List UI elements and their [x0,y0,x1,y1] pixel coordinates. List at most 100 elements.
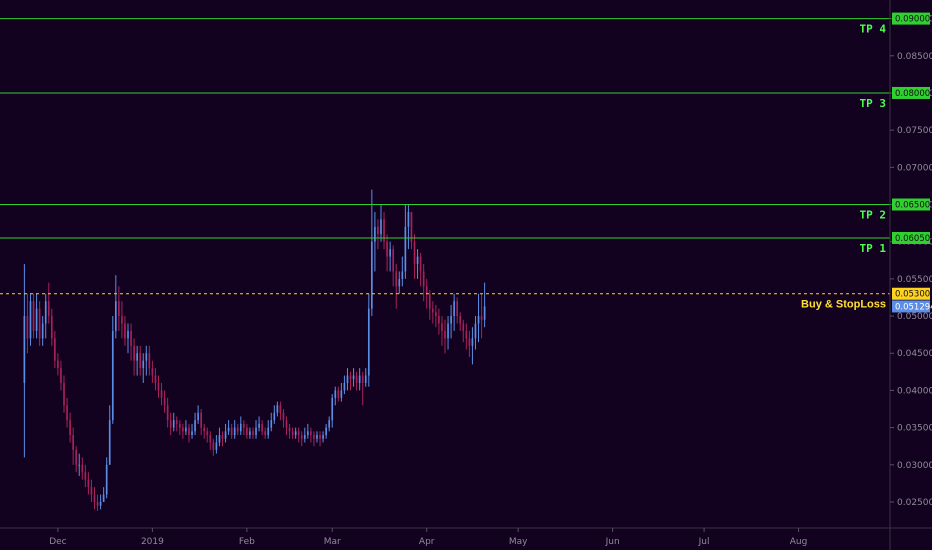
candle-body[interactable] [331,397,334,421]
candle-body[interactable] [450,316,452,324]
candle-body[interactable] [276,405,279,413]
candle-body[interactable] [197,412,199,421]
candle-body[interactable] [175,420,178,424]
candle-body[interactable] [191,431,193,436]
candle-body[interactable] [87,479,90,488]
candle-body[interactable] [63,382,65,406]
candle-body[interactable] [258,423,260,428]
candle-body[interactable] [209,435,212,443]
candle-body[interactable] [386,241,388,257]
candle-body[interactable] [483,306,486,320]
candle-body[interactable] [218,435,221,443]
candle-body[interactable] [60,368,62,383]
candle-body[interactable] [480,316,483,320]
candle-body[interactable] [230,427,233,436]
candle-body[interactable] [41,323,44,339]
candle-body[interactable] [337,390,340,398]
candle-body[interactable] [392,249,395,272]
candle-body[interactable] [328,420,331,428]
candle-body[interactable] [438,316,440,324]
candle-body[interactable] [374,226,376,242]
candle-body[interactable] [148,353,151,369]
candle-body[interactable] [419,256,422,272]
candle-body[interactable] [154,375,157,383]
candle-body[interactable] [453,301,455,317]
candle-body[interactable] [75,449,78,465]
candle-body[interactable] [462,323,465,331]
candle-body[interactable] [441,323,443,331]
candle-body[interactable] [242,423,245,428]
candle-body[interactable] [343,382,346,391]
candle-body[interactable] [105,464,108,495]
candle-body[interactable] [66,405,68,421]
candle-body[interactable] [401,271,404,279]
candle-body[interactable] [178,423,181,428]
candle-body[interactable] [29,301,32,339]
candle-body[interactable] [239,423,242,432]
candle-body[interactable] [44,301,47,324]
candle-body[interactable] [471,338,474,346]
candle-body[interactable] [358,375,361,383]
candle-body[interactable] [303,435,306,439]
candle-body[interactable] [38,308,41,339]
candle-body[interactable] [459,316,462,324]
candle-body[interactable] [279,405,282,413]
candle-body[interactable] [383,219,385,242]
candle-body[interactable] [23,316,26,383]
candle-body[interactable] [422,271,425,287]
candle-body[interactable] [118,301,120,317]
candle-body[interactable] [346,375,349,383]
candle-body[interactable] [139,353,142,369]
candle-body[interactable] [221,435,224,439]
candle-body[interactable] [270,420,273,428]
candle-body[interactable] [130,330,132,346]
candle-body[interactable] [72,435,74,450]
candle-body[interactable] [157,382,160,391]
candle-body[interactable] [172,420,175,428]
candle-body[interactable] [160,390,163,398]
candle-body[interactable] [246,427,248,436]
candle-body[interactable] [361,375,364,383]
candle-body[interactable] [121,316,123,324]
candle-body[interactable] [355,375,358,383]
candle-body[interactable] [255,427,257,436]
candle-body[interactable] [142,360,145,369]
candle-body[interactable] [96,501,99,506]
candle-body[interactable] [127,330,129,339]
candle-body[interactable] [169,420,172,428]
candle-body[interactable] [206,431,209,436]
candle-body[interactable] [252,431,254,436]
candle-body[interactable] [285,420,288,428]
candle-body[interactable] [166,405,169,421]
candle-body[interactable] [26,316,29,339]
candle-body[interactable] [447,323,449,339]
candle-body[interactable] [435,312,437,317]
candle-body[interactable] [294,431,297,436]
candle-body[interactable] [319,435,321,439]
candle-body[interactable] [395,271,398,287]
candle-body[interactable] [425,286,428,294]
candle-body[interactable] [264,431,267,436]
candle-body[interactable] [267,427,270,436]
candle-body[interactable] [145,353,148,361]
candle-body[interactable] [163,397,166,406]
candle-body[interactable] [340,390,343,398]
candle-body[interactable] [93,494,96,502]
candle-body[interactable] [380,219,382,235]
candle-body[interactable] [50,316,53,339]
candle-body[interactable] [57,360,59,369]
candle-body[interactable] [416,256,419,264]
candle-body[interactable] [249,431,251,436]
candle-body[interactable] [313,435,315,439]
candle-body[interactable] [233,427,236,436]
candle-body[interactable] [316,435,318,439]
candle-body[interactable] [349,375,352,380]
candle-body[interactable] [133,345,135,361]
candle-body[interactable] [194,420,196,432]
candle-body[interactable] [224,431,227,439]
candle-body[interactable] [367,308,370,376]
candle-body[interactable] [102,494,105,502]
candle-body[interactable] [477,316,480,324]
candle-body[interactable] [236,427,239,432]
